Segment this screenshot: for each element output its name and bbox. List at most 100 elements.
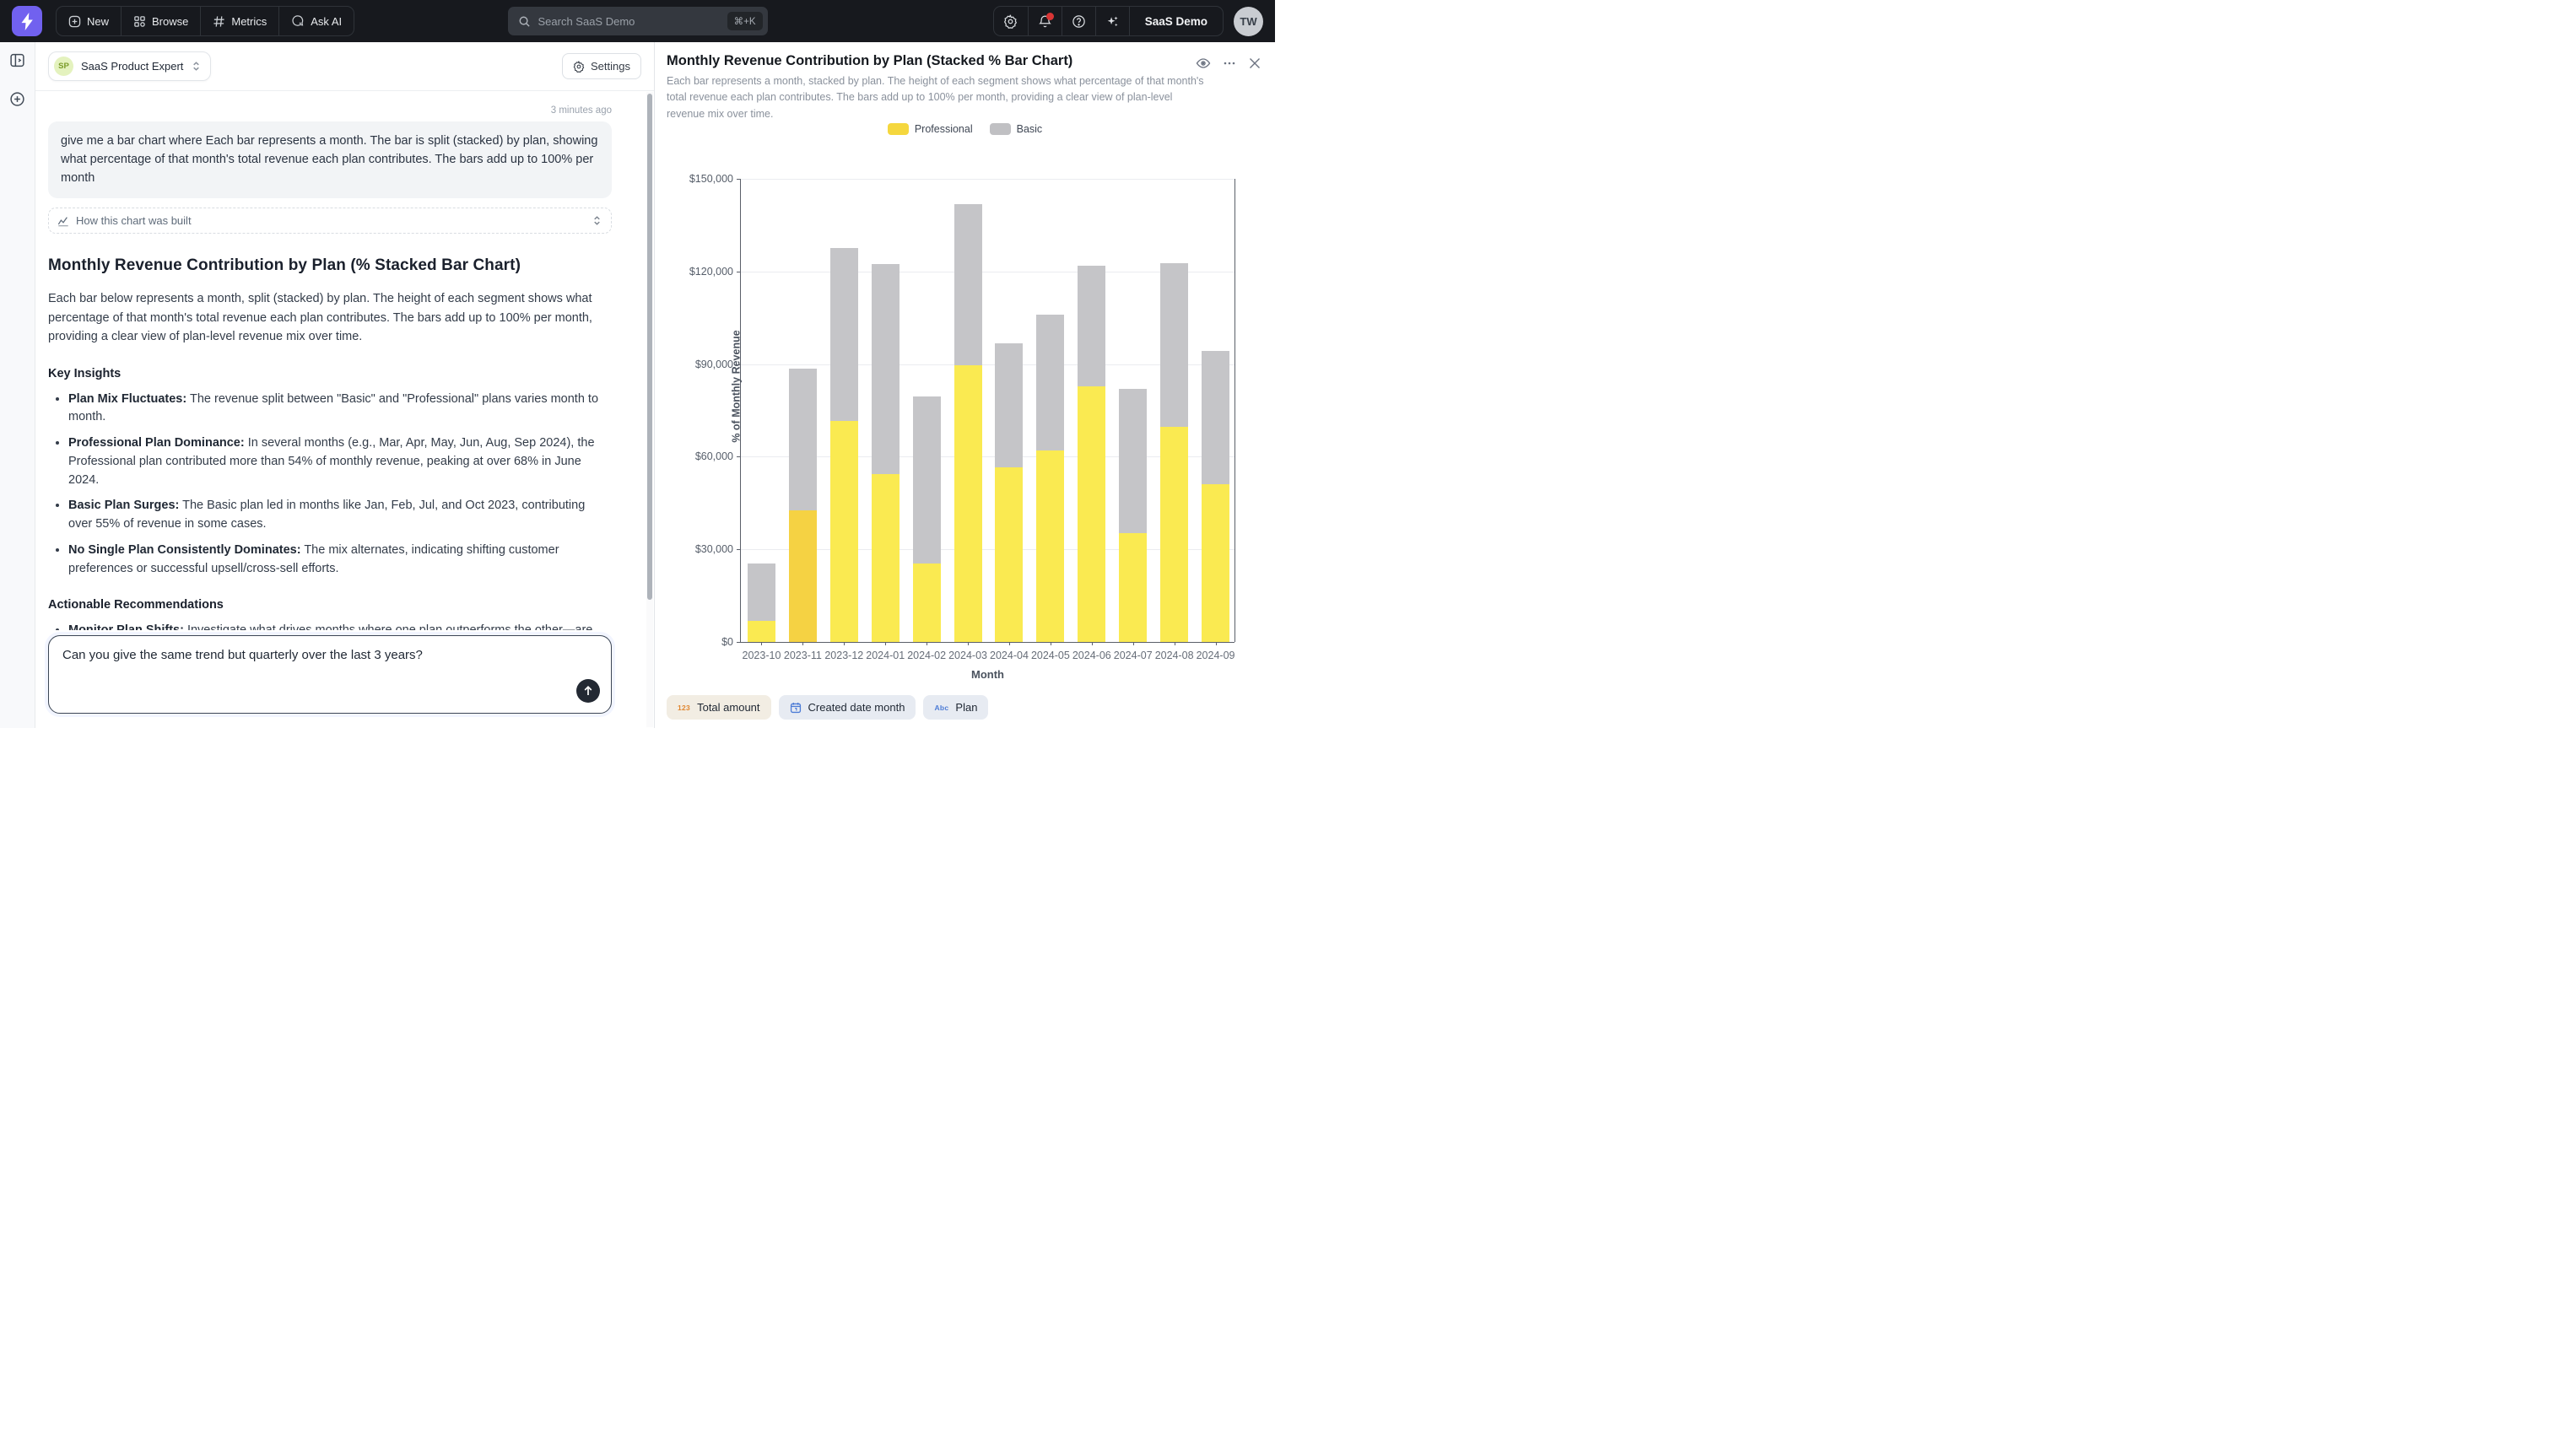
- settings-label: Settings: [591, 60, 630, 73]
- project-selector[interactable]: SaaS Demo: [1129, 7, 1223, 35]
- how-chart-built-toggle[interactable]: How this chart was built: [48, 208, 612, 234]
- browse-button[interactable]: Browse: [121, 7, 200, 35]
- legend-item-basic[interactable]: Basic: [990, 123, 1043, 135]
- bar-segment-professional-2024-08[interactable]: [1160, 427, 1188, 642]
- bar-segment-basic-2023-11[interactable]: [789, 369, 817, 510]
- bar-segment-basic-2024-09[interactable]: [1202, 351, 1229, 484]
- ai-chat-panel: SP SaaS Product Expert Settings 3 minute…: [35, 42, 655, 728]
- y-axis-tick-label: $60,000: [695, 450, 733, 462]
- chat-scrollbar[interactable]: [646, 92, 653, 727]
- bar-segment-basic-2024-07[interactable]: [1119, 389, 1147, 534]
- close-icon: [1248, 57, 1261, 70]
- nav-button-group: New Browse Metrics Ask AI: [56, 6, 354, 36]
- send-button[interactable]: [576, 679, 600, 703]
- notification-dot: [1046, 13, 1054, 20]
- bar-segment-basic-2023-10[interactable]: [748, 564, 775, 622]
- x-axis-tick: [1092, 642, 1093, 645]
- agent-avatar: SP: [54, 57, 73, 76]
- bar-segment-basic-2024-02[interactable]: [913, 396, 941, 564]
- x-axis-tick: [802, 642, 803, 645]
- field-tag-label: Total amount: [697, 701, 759, 714]
- plus-square-icon: [68, 15, 81, 28]
- y-axis-tick: [737, 179, 741, 180]
- x-axis-tick-label: 2024-02: [907, 650, 946, 661]
- how-built-label: How this chart was built: [76, 214, 192, 227]
- ask-ai-button[interactable]: Ask AI: [278, 7, 354, 35]
- ellipsis-icon: [1222, 56, 1237, 71]
- y-axis-tick: [737, 642, 741, 643]
- chat-message-list[interactable]: 3 minutes ago give me a bar chart where …: [35, 91, 654, 630]
- assistant-response: Monthly Revenue Contribution by Plan (% …: [48, 256, 612, 630]
- bar-segment-professional-2024-06[interactable]: [1078, 386, 1105, 642]
- x-axis-tick: [1009, 642, 1010, 645]
- legend-item-professional[interactable]: Professional: [888, 123, 973, 135]
- x-axis-tick-label: 2023-10: [743, 650, 781, 661]
- chevron-up-down-icon: [592, 215, 602, 226]
- left-rail: [0, 42, 35, 728]
- metrics-button[interactable]: Metrics: [200, 7, 278, 35]
- bar-segment-professional-2024-07[interactable]: [1119, 533, 1147, 642]
- number-field-icon: 123: [678, 704, 690, 712]
- toggle-sidebar-icon[interactable]: [9, 52, 25, 73]
- stacked-bar-chart: Month % of Monthly Revenue $0$30,000$60,…: [740, 179, 1235, 642]
- x-axis-tick-label: 2024-04: [990, 650, 1029, 661]
- bar-segment-basic-2024-01[interactable]: [872, 264, 900, 474]
- bar-segment-professional-2023-12[interactable]: [830, 421, 858, 642]
- y-axis-tick-label: $150,000: [689, 173, 733, 185]
- x-axis-tick: [1133, 642, 1134, 645]
- chat-input[interactable]: Can you give the same trend but quarterl…: [48, 635, 612, 714]
- bar-segment-professional-2024-03[interactable]: [954, 365, 982, 642]
- metrics-label: Metrics: [231, 15, 267, 28]
- key-insights-heading: Key Insights: [48, 367, 612, 380]
- scrollbar-thumb[interactable]: [647, 94, 652, 600]
- x-axis-tick-label: 2024-08: [1155, 650, 1194, 661]
- bar-segment-professional-2023-10[interactable]: [748, 621, 775, 642]
- x-axis-tick-label: 2024-01: [866, 650, 905, 661]
- x-axis-tick-label: 2024-07: [1114, 650, 1153, 661]
- notifications-button[interactable]: [1028, 7, 1062, 35]
- more-options-button[interactable]: [1222, 56, 1237, 71]
- view-chart-button[interactable]: [1196, 56, 1211, 71]
- field-tag-plan[interactable]: AbcPlan: [923, 695, 988, 720]
- bar-segment-basic-2024-04[interactable]: [995, 343, 1023, 467]
- agent-selector[interactable]: SP SaaS Product Expert: [48, 51, 211, 81]
- x-axis-tick: [761, 642, 762, 645]
- bar-segment-professional-2024-02[interactable]: [913, 564, 941, 642]
- chart-panel-description: Each bar represents a month, stacked by …: [667, 73, 1213, 122]
- field-tag-label: Created date month: [808, 701, 905, 714]
- new-button[interactable]: New: [57, 7, 121, 35]
- app-logo-lightning-icon[interactable]: [12, 6, 42, 36]
- bar-segment-professional-2024-05[interactable]: [1036, 450, 1064, 642]
- close-panel-button[interactable]: [1248, 56, 1261, 71]
- x-axis-tick-label: 2023-11: [784, 650, 822, 661]
- recommendations-list: Monitor Plan Shifts: Investigate what dr…: [68, 622, 612, 630]
- bar-segment-basic-2023-12[interactable]: [830, 248, 858, 421]
- bar-segment-basic-2024-06[interactable]: [1078, 266, 1105, 386]
- chart-field-tags: 123 Total amount Created date month AbcPlan: [667, 695, 988, 720]
- bar-segment-professional-2024-04[interactable]: [995, 467, 1023, 642]
- chart-plot-area: Month % of Monthly Revenue $0$30,000$60,…: [740, 179, 1235, 642]
- bar-segment-basic-2024-05[interactable]: [1036, 315, 1064, 450]
- chat-input-value: Can you give the same trend but quarterl…: [49, 636, 611, 674]
- y-axis-tick-label: $30,000: [695, 543, 733, 555]
- settings-gear-button[interactable]: [994, 7, 1028, 35]
- field-tag-total-amount[interactable]: 123 Total amount: [667, 695, 771, 720]
- bar-segment-basic-2024-08[interactable]: [1160, 263, 1188, 427]
- response-title: Monthly Revenue Contribution by Plan (% …: [48, 256, 612, 275]
- user-message-bubble: give me a bar chart where Each bar repre…: [48, 121, 612, 198]
- list-item: Basic Plan Surges: The Basic plan led in…: [68, 497, 612, 534]
- bar-segment-professional-2023-11[interactable]: [789, 510, 817, 642]
- help-button[interactable]: [1062, 7, 1095, 35]
- x-axis-tick-label: 2023-12: [824, 650, 863, 661]
- user-avatar[interactable]: TW: [1234, 7, 1263, 36]
- ai-sparkles-button[interactable]: [1095, 7, 1129, 35]
- bar-segment-basic-2024-03[interactable]: [954, 204, 982, 366]
- agent-settings-button[interactable]: Settings: [562, 53, 641, 79]
- x-axis-tick: [1216, 642, 1217, 645]
- help-circle-icon: [1072, 14, 1086, 29]
- global-search-input[interactable]: Search SaaS Demo ⌘+K: [508, 7, 768, 35]
- bar-segment-professional-2024-01[interactable]: [872, 474, 900, 642]
- new-thread-icon[interactable]: [9, 91, 25, 111]
- field-tag-created-date-month[interactable]: Created date month: [779, 695, 916, 720]
- bar-segment-professional-2024-09[interactable]: [1202, 484, 1229, 642]
